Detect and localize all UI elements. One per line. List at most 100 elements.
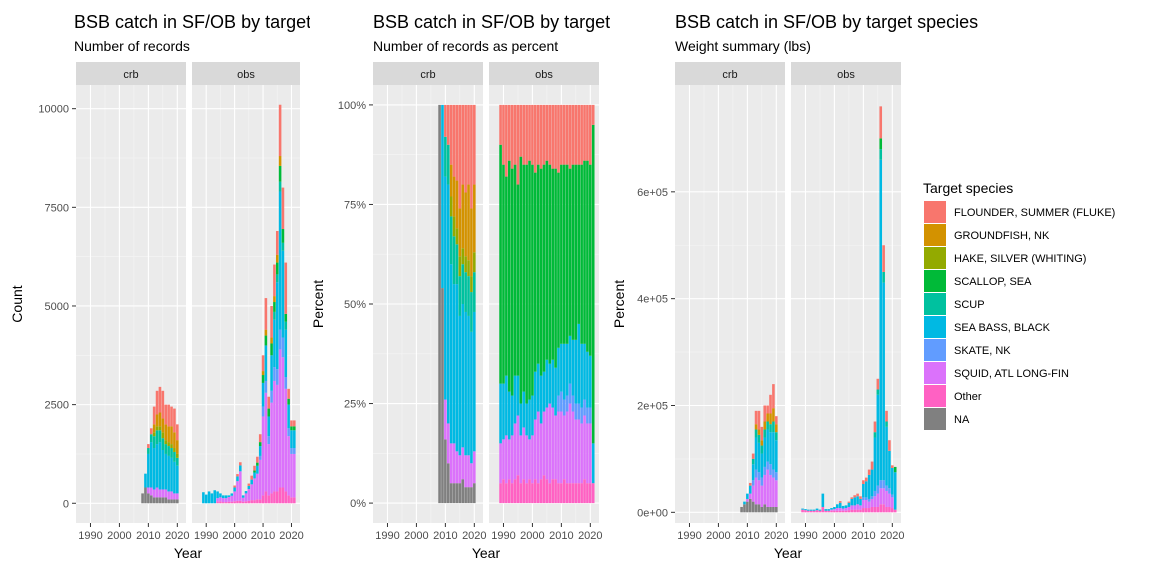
bar-segment: [746, 501, 749, 513]
bar-segment: [519, 435, 523, 484]
bar-segment: [769, 474, 772, 507]
bar-segment: [444, 399, 447, 440]
facet-obs: obs 1990 2000 2010 2020: [791, 62, 905, 542]
bar-segment: [760, 485, 764, 507]
bar-segment: [473, 272, 476, 312]
bar-segment: [264, 335, 268, 346]
bar-segment: [824, 509, 828, 511]
bar-segment: [258, 434, 262, 443]
bar-segment: [147, 453, 150, 488]
bar-segment: [757, 504, 761, 513]
x-tick-label: 2000: [107, 530, 131, 542]
bar-segment: [284, 329, 288, 377]
x-tick-label: 2020: [578, 530, 602, 542]
bar-segment: [775, 424, 778, 433]
bar-segment: [893, 466, 897, 473]
legend-label: SEA BASS, BLACK: [954, 322, 1051, 334]
bar-segment: [253, 500, 256, 504]
bar-segment: [539, 168, 543, 376]
legend-item: HAKE, SILVER (WHITING): [924, 247, 1086, 269]
x-tick-label: 2000: [706, 530, 730, 542]
legend-item: SQUID, ATL LONG-FIN: [924, 362, 1069, 384]
bar-segment: [161, 450, 165, 490]
bar-segment: [258, 455, 262, 460]
bar-segment: [458, 483, 462, 504]
bar-segment: [273, 367, 276, 381]
bar-segment: [164, 404, 168, 425]
bar-segment: [548, 363, 552, 404]
bar-segment: [801, 509, 804, 513]
bar-segment: [152, 489, 156, 498]
bar-segment: [853, 495, 856, 498]
bar-segment: [147, 487, 150, 494]
bar-segment: [438, 104, 441, 504]
bar-segment: [441, 104, 444, 289]
bar-segment: [879, 159, 883, 481]
bar-segment: [499, 443, 502, 484]
bar-segment: [589, 164, 592, 356]
bar-segment: [253, 472, 256, 479]
bar-segment: [473, 252, 476, 273]
bar-segment: [862, 480, 865, 485]
bar-segment: [525, 104, 528, 165]
bar-segment: [161, 390, 165, 419]
bar-segment: [580, 343, 583, 408]
bar-segment: [867, 469, 871, 475]
bar-segment: [853, 505, 856, 510]
bar-segment: [885, 490, 888, 507]
bar-segment: [278, 191, 282, 330]
bar-segment: [152, 424, 156, 433]
bar-segment: [293, 448, 296, 454]
bar-segment: [571, 483, 575, 504]
bar-segment: [455, 104, 459, 181]
bar-segment: [176, 499, 179, 504]
x-tick-label: 2000: [520, 530, 544, 542]
bar-segment: [815, 508, 819, 511]
bar-segment: [554, 367, 557, 416]
bar-segment: [882, 245, 885, 272]
bar-segment: [565, 343, 569, 396]
bar-segment: [499, 483, 502, 504]
bar-segment: [748, 493, 752, 499]
bar-segment: [821, 506, 825, 513]
bar-segment: [256, 456, 259, 463]
bar-segment: [176, 453, 179, 458]
bar-segment: [873, 437, 877, 491]
bar-segment: [870, 461, 874, 470]
bar-segment: [173, 461, 176, 494]
x-tick-label: 2020: [279, 530, 303, 542]
legend-item: SCALLOP, SEA: [924, 270, 1032, 292]
bar-segment: [841, 510, 845, 513]
bar-segment: [270, 337, 273, 344]
bar-segment: [270, 343, 273, 356]
bar-segment: [557, 411, 560, 484]
bar-segment: [528, 160, 531, 400]
bar-segment: [589, 483, 592, 504]
bar-segment: [841, 505, 845, 509]
bar-segment: [270, 493, 273, 504]
bar-segment: [261, 375, 265, 383]
bar-segment: [838, 510, 842, 513]
bar-segment: [505, 176, 508, 376]
bar-segment: [516, 475, 520, 504]
bar-segment: [510, 435, 514, 484]
bar-segment: [583, 399, 586, 416]
bar-segment: [281, 250, 285, 338]
bar-segment: [574, 164, 578, 340]
bar-segment: [278, 487, 282, 504]
bar-segment: [510, 483, 514, 504]
bar-segment: [516, 184, 520, 376]
bar-segment: [275, 282, 279, 370]
bar-segment: [565, 395, 569, 412]
bar-segment: [164, 453, 168, 490]
bar-segment: [850, 497, 854, 499]
bar-segment: [452, 443, 456, 484]
bar-segment: [589, 104, 592, 165]
facet-strip: [675, 62, 785, 85]
bar-segment: [452, 216, 456, 237]
y-tick-label: 5000: [45, 301, 69, 313]
bar-segment: [244, 493, 248, 502]
bar-segment: [574, 403, 578, 420]
bar-segment: [164, 424, 168, 441]
bar-segment: [562, 164, 566, 344]
